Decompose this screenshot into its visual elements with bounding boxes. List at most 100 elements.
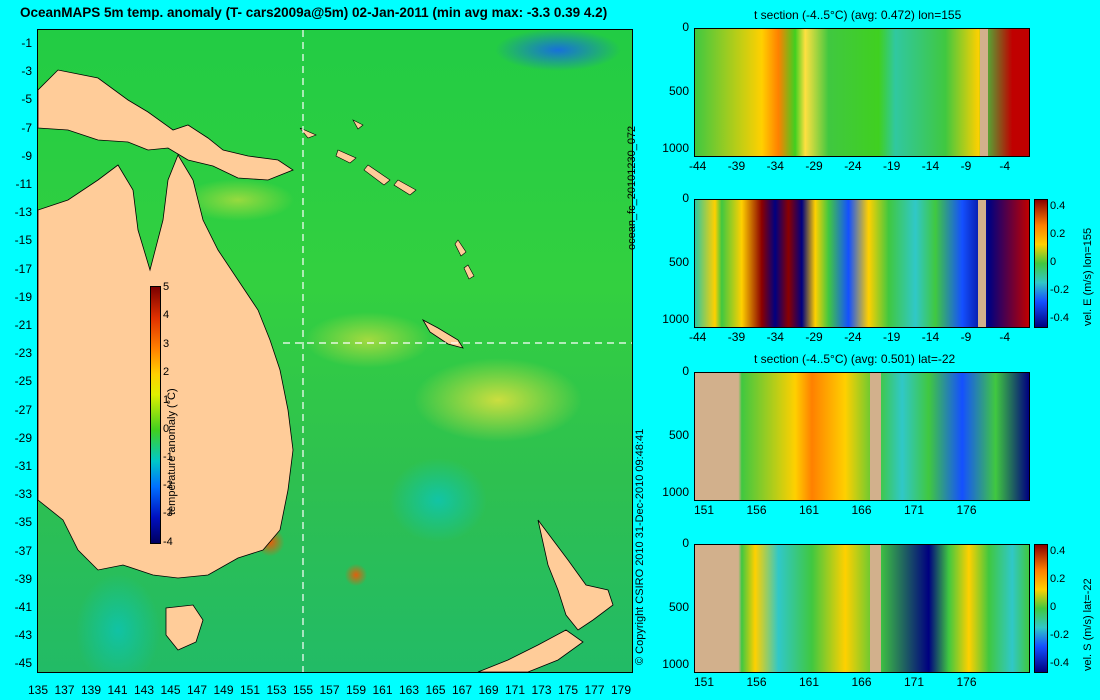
panel-x-tick: -29: [805, 159, 823, 173]
lat-tick-label: -41: [14, 600, 32, 614]
panel-x-tick: -34: [766, 159, 784, 173]
lon-tick-label: 137: [54, 683, 75, 697]
lat-tick-label: -1: [21, 36, 32, 50]
panel-x-tick: 151: [694, 503, 715, 517]
lat-tick-label: -17: [14, 261, 32, 276]
panel-x-tick: -9: [960, 330, 972, 344]
run-label: ocean_fc_20101230_072: [626, 125, 638, 250]
lat-tick-label: -25: [14, 374, 32, 389]
lat-tick-label: -37: [14, 543, 32, 558]
lon-tick-label: 149: [213, 683, 234, 697]
temperature-anomaly-map[interactable]: [37, 29, 633, 673]
panel-x-tick: 176: [956, 675, 977, 689]
lon-tick-label: 175: [557, 683, 579, 697]
lon-tick-label: 143: [133, 683, 155, 697]
lon-tick-label: 171: [504, 683, 526, 697]
map-colorbar-title: temperature anomaly (°C): [166, 388, 178, 515]
lon-tick-label: 157: [319, 683, 340, 697]
panel-x-tick: -9: [960, 159, 972, 173]
lat-tick-label: -5: [21, 92, 32, 107]
velocity-colorbar-tick: 0: [1050, 256, 1057, 268]
panel-y-tick: 1000: [662, 656, 689, 671]
section-panel-1: [694, 28, 1030, 157]
panel-x-tick: -29: [805, 330, 823, 344]
colorbar-tick-label: 0: [163, 422, 170, 435]
land-islands: [299, 119, 475, 280]
colorbar-tick-label: 5: [163, 281, 170, 293]
lat-tick-label: -27: [14, 402, 32, 417]
panel-x-tick: 176: [956, 503, 977, 517]
map-colorbar: [150, 286, 161, 544]
panel-x-tick: -19: [883, 159, 901, 173]
panel-y-tick: 500: [668, 83, 689, 98]
panel-x-tick: -4: [999, 330, 1011, 344]
panel-x-tick: -4: [999, 159, 1011, 173]
panel-x-tick: 166: [851, 503, 872, 517]
lat-tick-label: -9: [21, 148, 32, 163]
panel-x-tick: 156: [746, 675, 767, 689]
lon-tick-label: 177: [584, 683, 605, 697]
lon-tick-label: 151: [239, 683, 261, 697]
land-new-zealand-south: [477, 629, 584, 672]
panel-x-tick: -19: [883, 330, 901, 344]
panel-x-tick: -39: [727, 159, 746, 173]
velocity-colorbar-tick: 0: [1050, 601, 1057, 613]
panel-x-tick: 166: [851, 675, 872, 689]
land-column: [870, 373, 881, 500]
panel-y-tick: 0: [682, 191, 689, 205]
page-title: OceanMAPS 5m temp. anomaly (T- cars2009a…: [20, 5, 608, 20]
colorbar-tick-label: 2: [163, 365, 170, 378]
panel-y-tick: 0: [682, 536, 689, 550]
lon-tick-label: 139: [80, 683, 102, 697]
colorbar-tick-label: -1: [163, 450, 173, 463]
copyright-label: © Copyright CSIRO 2010 31-Dec-2010 09:48…: [634, 428, 646, 665]
colorbar-tick-label: 3: [163, 337, 170, 350]
section-panel-3: [694, 372, 1030, 501]
lon-tick-label: 155: [292, 683, 314, 697]
colorbar-tick-label: 4: [163, 309, 170, 322]
map-land-svg: [38, 30, 632, 672]
lat-tick-label: -13: [14, 205, 32, 220]
lat-tick-label: -29: [14, 430, 32, 445]
lon-tick-label: 153: [266, 683, 287, 697]
colorbar-tick-label: 1: [163, 394, 170, 407]
lat-tick-label: -33: [14, 487, 32, 502]
panel-y-tick: 0: [682, 364, 689, 378]
lat-tick-label: -19: [14, 289, 32, 304]
panel-title: t section (-4..5°C) (avg: 0.472) lon=155: [754, 8, 962, 22]
lon-tick-label: 145: [160, 683, 181, 697]
panel-y-tick: 500: [668, 427, 689, 442]
panel-x-tick: 161: [799, 675, 820, 689]
lon-tick-label: 161: [372, 683, 393, 697]
lat-tick-label: -7: [21, 120, 32, 135]
velocity-colorbar-tick: 0.4: [1050, 200, 1066, 212]
panel-x-tick: -14: [921, 330, 940, 344]
velocity-colorbar-label: vel. E (m/s) lon=155: [1082, 227, 1094, 326]
colorbar-tick-label: -3: [163, 507, 173, 520]
panel-y-tick: 500: [668, 254, 689, 269]
land-column: [870, 545, 881, 672]
land-new-guinea: [38, 69, 294, 181]
lon-tick-label: 179: [610, 683, 632, 697]
lon-tick-label: 169: [478, 683, 499, 697]
lon-tick-label: 159: [345, 683, 367, 697]
velocity-colorbar-tick: 0.2: [1050, 228, 1066, 240]
lat-tick-label: -15: [14, 233, 32, 248]
velocity-colorbar-tick: -0.2: [1050, 284, 1069, 296]
lat-tick-label: -23: [14, 346, 32, 361]
panel-x-tick: -44: [689, 330, 707, 344]
lon-tick-label: 167: [451, 683, 473, 697]
lat-tick-label: -21: [14, 318, 32, 332]
panel-x-tick: -39: [727, 330, 746, 344]
velocity-colorbar-label: vel. S (m/s) lat=-22: [1082, 578, 1094, 671]
lat-tick-label: -31: [14, 459, 32, 473]
panel-title: t section (-4..5°C) (avg: 0.501) lat=-22: [754, 352, 956, 366]
velocity-colorbar: [1034, 544, 1048, 673]
panel-x-tick: -44: [689, 159, 707, 173]
panel-x-tick: 171: [904, 503, 925, 517]
section-panel-2: [694, 199, 1030, 328]
lat-tick-label: -11: [15, 177, 32, 191]
section-panel-4: [694, 544, 1030, 673]
lon-tick-label: 173: [531, 683, 552, 697]
panel-x-tick: -14: [921, 159, 940, 173]
